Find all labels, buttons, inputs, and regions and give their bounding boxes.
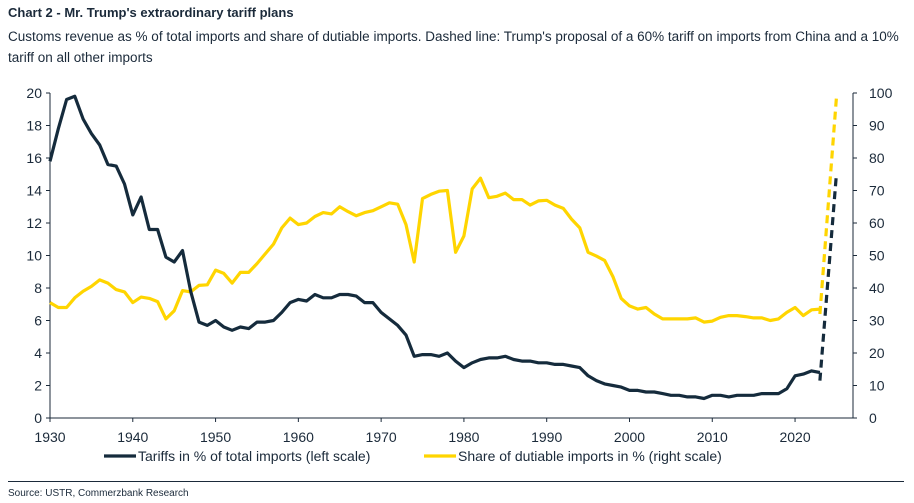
y-right-tick-label: 40 [869, 280, 885, 296]
x-tick-label: 2020 [779, 429, 810, 445]
x-tick-label: 1970 [366, 429, 397, 445]
y-right-tick-label: 30 [869, 313, 885, 329]
y-left-tick-label: 6 [34, 313, 42, 329]
legend-dutiable-label: Share of dutiable imports in % (right sc… [458, 448, 722, 464]
y-left-tick-label: 10 [26, 248, 42, 264]
y-left-tick-label: 16 [26, 150, 42, 166]
y-left-tick-label: 20 [26, 85, 42, 101]
y-left-tick-label: 2 [34, 378, 42, 394]
line-chart: 0 2 4 6 8 10 12 14 16 18 20 0 10 20 30 40 50 60 70 80 90 100 1… [26, 85, 893, 464]
x-tick-label: 1960 [283, 429, 314, 445]
x-tick-label: 1990 [531, 429, 562, 445]
x-tick-label: 1980 [448, 429, 479, 445]
x-tick-label: 1950 [200, 429, 231, 445]
x-tick-label: 1930 [34, 429, 65, 445]
x-tick-label: 2000 [614, 429, 645, 445]
y-right-tick-label: 0 [869, 410, 877, 426]
chart-subtitle: Customs revenue as % of total imports an… [8, 29, 899, 65]
y-right-tick-label: 100 [869, 85, 893, 101]
y-right-tick-label: 80 [869, 150, 885, 166]
y-right-tick-label: 10 [869, 378, 885, 394]
source-note: Source: USTR, Commerzbank Research [8, 488, 189, 499]
y-left-tick-label: 14 [26, 183, 42, 199]
y-right-tick-label: 70 [869, 183, 885, 199]
x-tick-label: 1940 [117, 429, 148, 445]
y-left-tick-label: 18 [26, 118, 42, 134]
footer-divider [8, 481, 904, 482]
tariff-proposal-line [818, 174, 838, 381]
y-left-tick-label: 12 [26, 215, 42, 231]
y-left-tick-label: 0 [34, 410, 42, 426]
tariff-line [48, 94, 821, 401]
chart-title: Chart 2 - Mr. Trump's extraordinary tari… [8, 5, 294, 20]
y-left-tick-label: 8 [34, 280, 42, 296]
dutiable-share-proposal-line [818, 97, 838, 315]
y-left-tick-label: 4 [34, 345, 42, 361]
y-right-tick-label: 90 [869, 118, 885, 134]
x-tick-label: 2010 [697, 429, 728, 445]
y-right-tick-label: 50 [869, 248, 885, 264]
y-right-tick-label: 20 [869, 345, 885, 361]
y-right-tick-label: 60 [869, 215, 885, 231]
legend-tariff-label: Tariffs in % of total imports (left scal… [138, 448, 370, 464]
dutiable-share-line [49, 176, 821, 324]
